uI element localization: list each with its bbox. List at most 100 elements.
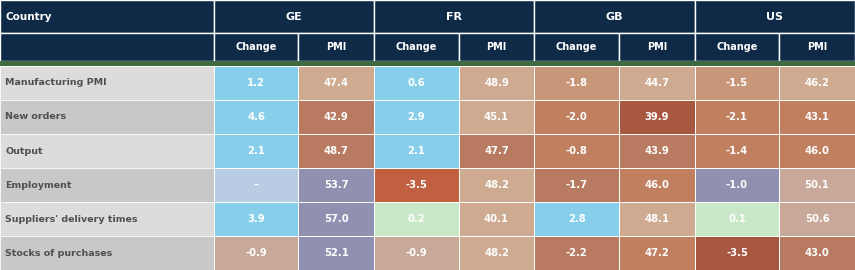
Bar <box>374 0 534 33</box>
Bar <box>298 202 374 236</box>
Text: 0.6: 0.6 <box>408 78 425 88</box>
Bar <box>374 168 458 202</box>
Text: Change: Change <box>235 42 277 52</box>
Text: 44.7: 44.7 <box>645 78 669 88</box>
Bar <box>619 134 694 168</box>
Text: PMI: PMI <box>326 42 346 52</box>
Text: 2.1: 2.1 <box>247 146 265 156</box>
Bar <box>458 66 534 100</box>
Text: Change: Change <box>396 42 437 52</box>
Text: 53.7: 53.7 <box>324 180 349 190</box>
Text: 48.1: 48.1 <box>644 214 669 224</box>
Text: 0.2: 0.2 <box>408 214 425 224</box>
Text: 50.6: 50.6 <box>805 214 829 224</box>
Text: 47.7: 47.7 <box>484 146 509 156</box>
Bar <box>298 100 374 134</box>
Bar <box>374 236 458 270</box>
Bar <box>298 168 374 202</box>
Bar <box>0 168 214 202</box>
Bar <box>374 100 458 134</box>
Text: -1.8: -1.8 <box>565 78 587 88</box>
Bar <box>0 134 214 168</box>
Bar <box>0 0 214 33</box>
Text: US: US <box>766 12 783 22</box>
Text: Change: Change <box>556 42 598 52</box>
Bar <box>458 168 534 202</box>
Text: Stocks of purchases: Stocks of purchases <box>5 248 112 258</box>
Bar <box>619 66 694 100</box>
Text: 39.9: 39.9 <box>645 112 669 122</box>
Text: 57.0: 57.0 <box>324 214 349 224</box>
Bar <box>0 236 214 270</box>
Bar <box>694 236 779 270</box>
Text: -2.0: -2.0 <box>566 112 587 122</box>
Bar <box>458 236 534 270</box>
Text: FR: FR <box>446 12 463 22</box>
Bar <box>534 33 619 61</box>
Text: PMI: PMI <box>807 42 828 52</box>
Text: Country: Country <box>6 12 52 22</box>
Bar <box>694 66 779 100</box>
Bar <box>458 33 534 61</box>
Bar <box>214 236 298 270</box>
Bar <box>458 100 534 134</box>
Text: 50.1: 50.1 <box>805 180 829 190</box>
Text: 46.0: 46.0 <box>805 146 829 156</box>
Bar <box>0 100 214 134</box>
Text: -2.1: -2.1 <box>726 112 748 122</box>
Text: -0.9: -0.9 <box>405 248 428 258</box>
Bar <box>298 134 374 168</box>
Text: 40.1: 40.1 <box>484 214 509 224</box>
Text: 43.1: 43.1 <box>805 112 829 122</box>
Text: 47.4: 47.4 <box>324 78 349 88</box>
Bar <box>779 33 855 61</box>
Text: 47.2: 47.2 <box>645 248 669 258</box>
Bar <box>374 134 458 168</box>
Bar <box>619 236 694 270</box>
Bar <box>779 236 855 270</box>
Bar <box>534 168 619 202</box>
Text: 52.1: 52.1 <box>324 248 349 258</box>
Bar <box>298 33 374 61</box>
Bar <box>458 134 534 168</box>
Text: 42.9: 42.9 <box>324 112 349 122</box>
Text: –: – <box>254 180 258 190</box>
Bar <box>534 66 619 100</box>
Text: GE: GE <box>286 12 303 22</box>
Bar <box>534 134 619 168</box>
Text: Suppliers' delivery times: Suppliers' delivery times <box>5 214 138 224</box>
Bar <box>214 202 298 236</box>
Bar <box>619 168 694 202</box>
Bar <box>0 61 855 66</box>
Text: Change: Change <box>716 42 758 52</box>
Text: -1.5: -1.5 <box>726 78 748 88</box>
Text: 4.6: 4.6 <box>247 112 265 122</box>
Text: -2.2: -2.2 <box>566 248 587 258</box>
Bar <box>214 33 298 61</box>
Text: 3.9: 3.9 <box>247 214 265 224</box>
Text: 2.8: 2.8 <box>568 214 586 224</box>
Bar <box>214 66 298 100</box>
Bar <box>694 168 779 202</box>
Text: 46.0: 46.0 <box>645 180 669 190</box>
Bar <box>298 236 374 270</box>
Text: 48.7: 48.7 <box>324 146 349 156</box>
Text: -1.0: -1.0 <box>726 180 748 190</box>
Bar <box>214 0 374 33</box>
Text: 2.1: 2.1 <box>407 146 425 156</box>
Bar <box>458 202 534 236</box>
Bar <box>619 202 694 236</box>
Bar <box>694 100 779 134</box>
Bar <box>779 168 855 202</box>
Bar <box>779 100 855 134</box>
Bar <box>534 202 619 236</box>
Text: New orders: New orders <box>5 113 66 122</box>
Text: -3.5: -3.5 <box>405 180 428 190</box>
Text: 48.9: 48.9 <box>484 78 509 88</box>
Text: -0.8: -0.8 <box>566 146 587 156</box>
Text: 0.1: 0.1 <box>728 214 746 224</box>
Bar <box>0 66 214 100</box>
Bar <box>779 202 855 236</box>
Bar <box>534 236 619 270</box>
Text: Output: Output <box>5 147 43 156</box>
